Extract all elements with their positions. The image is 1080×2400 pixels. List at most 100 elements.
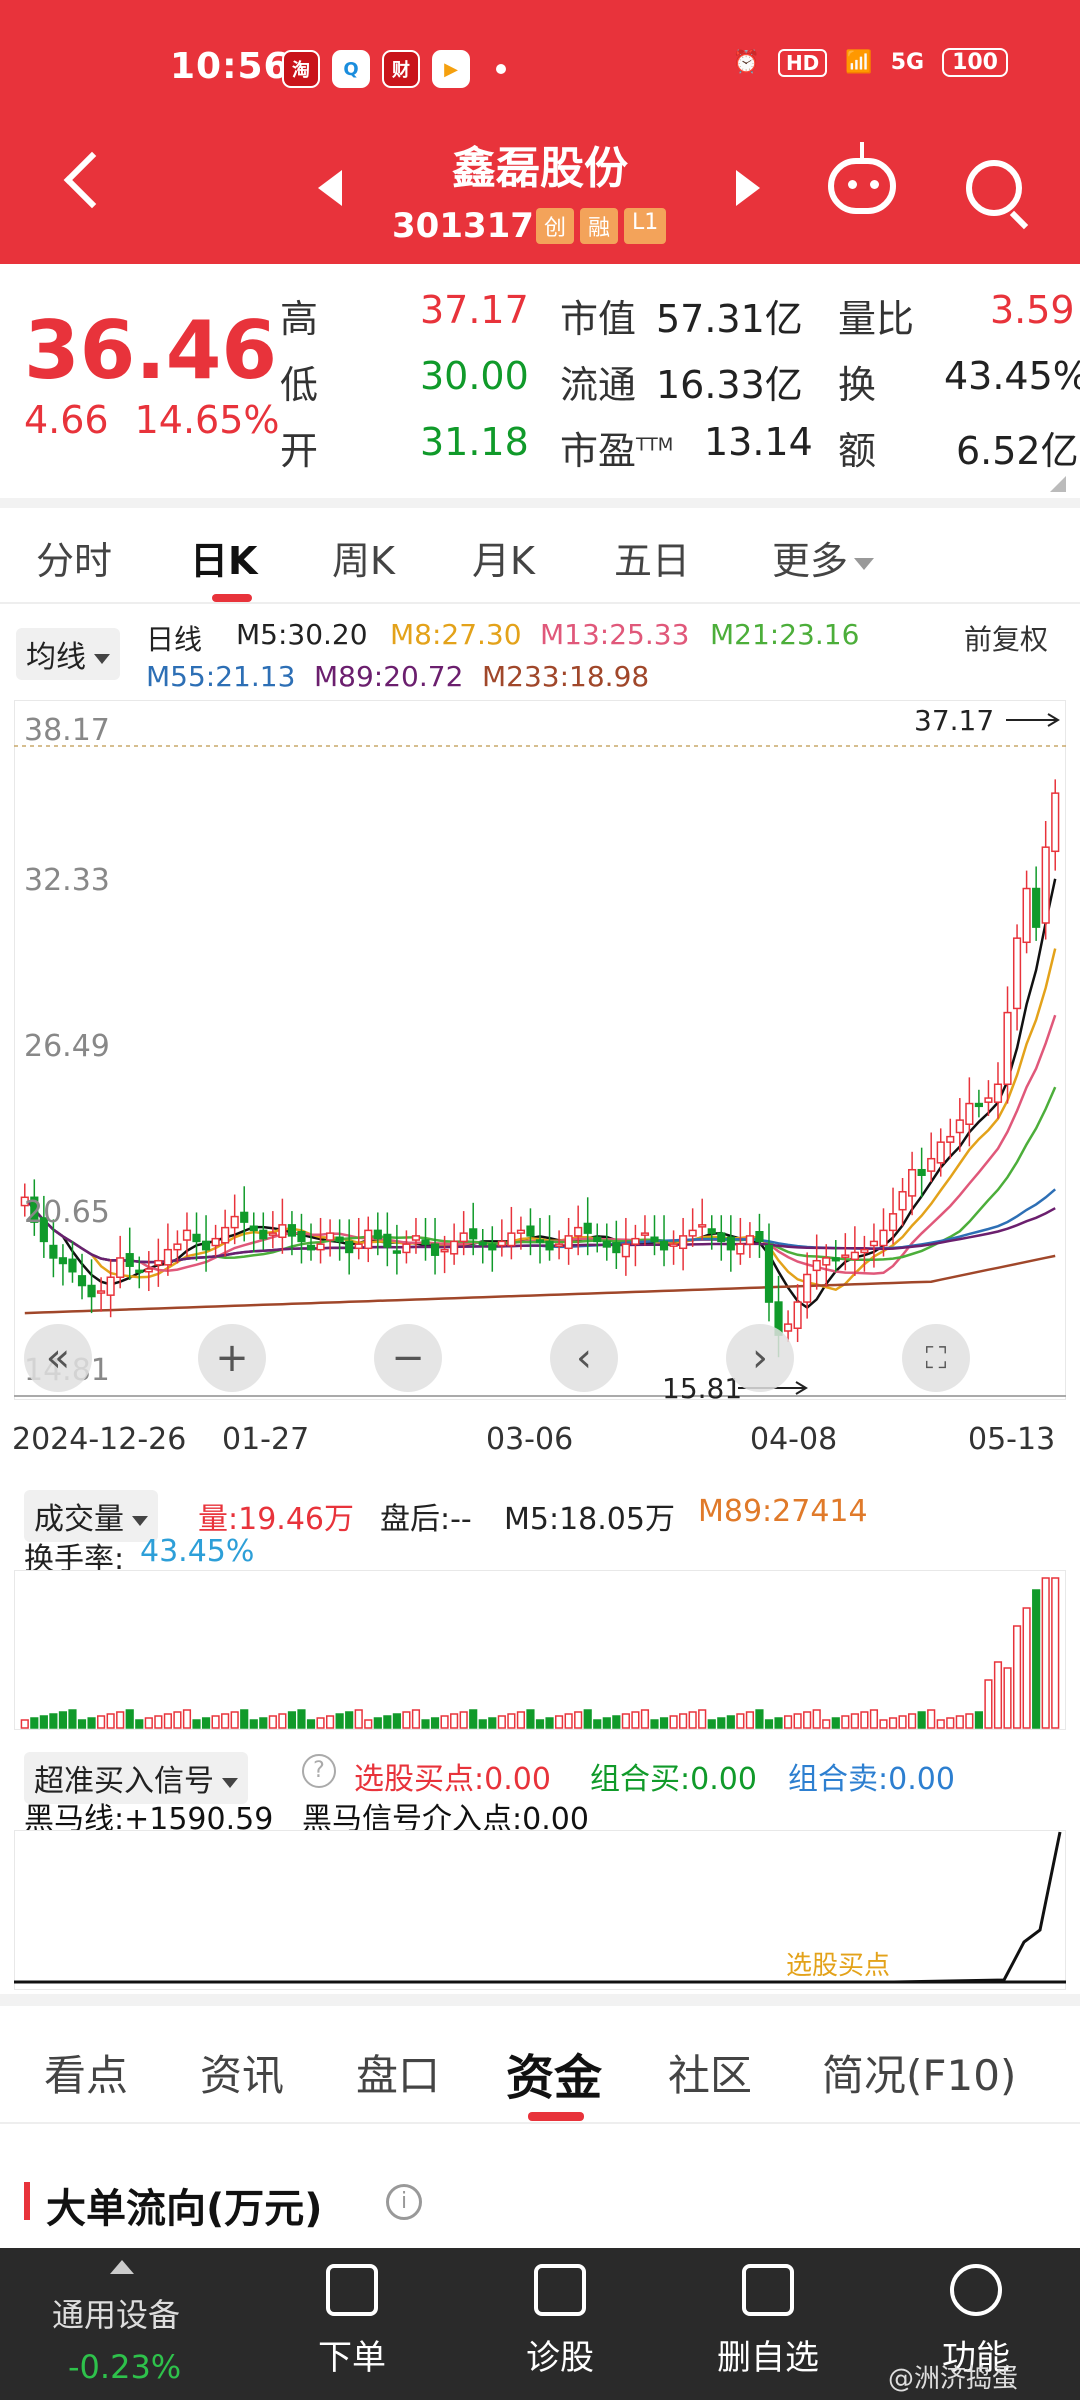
candle-body (593, 1236, 602, 1243)
tab-more[interactable]: 更多 (772, 530, 875, 585)
volume-bar (659, 1717, 669, 1729)
ma5-value: M5:30.20 (236, 618, 368, 651)
wifi-icon: 📶 (845, 50, 873, 75)
candle-body (640, 1232, 650, 1236)
scroll-left-icon[interactable]: ‹ (550, 1324, 618, 1392)
candle-body (631, 1237, 640, 1245)
candle-body (507, 1232, 516, 1247)
tab-news[interactable]: 资讯 (200, 2051, 285, 2100)
order-icon (326, 2264, 378, 2316)
candle-body (1051, 792, 1060, 853)
zoom-out-fast-icon[interactable]: « (24, 1324, 92, 1392)
functions-button[interactable]: 功能 (906, 2264, 1046, 2379)
after-hours-value: 盘后:-- (380, 1502, 472, 1537)
search-icon[interactable] (966, 160, 1022, 216)
signal-dropdown[interactable]: 超准买入信号 (24, 1752, 248, 1804)
tab-daily-k[interactable]: 日K (190, 530, 257, 602)
ma233-line (24, 1254, 1056, 1315)
volume-bar (974, 1711, 983, 1729)
notification-app-icon: 财 (382, 50, 420, 88)
candle-body (736, 1243, 745, 1255)
help-icon[interactable]: ? (302, 1754, 336, 1788)
volume-bar (335, 1713, 344, 1729)
order-button[interactable]: 下单 (282, 2264, 422, 2379)
candle-body (297, 1231, 306, 1243)
tab-community[interactable]: 社区 (668, 2051, 753, 2100)
candle-body (574, 1226, 583, 1237)
volume-bar (793, 1713, 802, 1729)
y-tick-label: 32.33 (24, 863, 110, 898)
candle-body (669, 1243, 678, 1247)
tab-intraday[interactable]: 分时 (36, 539, 113, 583)
expand-corner-icon[interactable] (1050, 476, 1066, 492)
volume-bar (1003, 1667, 1012, 1729)
volume-bar (621, 1713, 630, 1729)
robot-assistant-icon[interactable] (828, 142, 896, 214)
volume-bar (87, 1717, 96, 1729)
candle-body (965, 1102, 974, 1125)
status-bar: 10:56 淘 Q 财 ▶ ⏰ HD 📶 5G 100 (0, 40, 1080, 104)
sector-name[interactable]: 通用设备 (52, 2296, 181, 2334)
high-value: 37.17 (420, 288, 529, 332)
zoom-out-icon[interactable]: − (374, 1324, 442, 1392)
next-stock-icon[interactable] (736, 170, 760, 206)
candle-body (1032, 887, 1041, 928)
candle-body (707, 1228, 716, 1234)
volume-dropdown[interactable]: 成交量 (24, 1490, 158, 1542)
scroll-right-icon[interactable]: › (726, 1324, 794, 1392)
volume-chart[interactable] (14, 1570, 1066, 1730)
candle-body (211, 1237, 220, 1247)
volume-bar (211, 1715, 220, 1729)
x-axis-dates: 2024-12-26 01-27 03-06 04-08 05-13 (0, 1422, 1080, 1466)
remove-watchlist-button[interactable]: 删自选 (698, 2264, 838, 2379)
tab-weekly-k[interactable]: 周K (332, 539, 395, 583)
candle-body (783, 1323, 793, 1332)
combo-sell-value: 组合卖:0.00 (788, 1762, 955, 1797)
candle-body (383, 1233, 392, 1248)
zoom-in-icon[interactable]: + (198, 1324, 266, 1392)
ma21-value: M21:23.16 (710, 618, 860, 651)
candle-body (49, 1244, 58, 1259)
tab-orderbook[interactable]: 盘口 (356, 2051, 441, 2100)
candle-body (240, 1211, 249, 1223)
tab-highlights[interactable]: 看点 (44, 2051, 129, 2100)
chevron-up-icon[interactable] (110, 2260, 134, 2274)
volume-bar (240, 1709, 249, 1729)
volume-m89-value: M89:27414 (698, 1494, 868, 1529)
adjust-toggle[interactable]: 前复权 (964, 623, 1049, 656)
turnover-rate-value: 43.45% (140, 1534, 255, 1569)
candle-body (726, 1236, 735, 1251)
volume-bar (822, 1719, 831, 1729)
back-icon[interactable] (63, 151, 121, 209)
candle-body (545, 1240, 554, 1251)
volume-bar (993, 1661, 1003, 1729)
ma-dropdown[interactable]: 均线 (16, 628, 120, 680)
volume-bar (1051, 1577, 1060, 1729)
candle-body (459, 1232, 468, 1243)
tab-profile-f10[interactable]: 简况(F10) (822, 2051, 1017, 2100)
more-notifications-dot (496, 64, 506, 74)
tab-monthly-k[interactable]: 月K (472, 539, 535, 583)
stock-tags: 创 融 L1 (536, 208, 667, 244)
volume-bar (49, 1713, 58, 1729)
candle-body (201, 1240, 211, 1251)
fullscreen-icon[interactable]: ⛶ (902, 1324, 970, 1392)
diagnose-button[interactable]: 诊股 (490, 2264, 630, 2379)
candle-body (1003, 1011, 1012, 1086)
info-icon[interactable]: i (386, 2184, 422, 2220)
volume-bar (841, 1715, 850, 1729)
tab-five-day[interactable]: 五日 (614, 539, 691, 583)
tab-capital[interactable]: 资金 (506, 2038, 602, 2121)
volume-bar (259, 1717, 268, 1729)
volume-bar (783, 1715, 793, 1729)
prev-stock-icon[interactable] (318, 170, 342, 206)
volume-bar (278, 1713, 287, 1729)
candlestick-chart[interactable]: 38.17 32.33 26.49 20.65 14.81 37.17 15.8… (14, 700, 1066, 1400)
menu-circle-icon (950, 2264, 1002, 2316)
volume-bar (936, 1719, 945, 1729)
candle-body (679, 1235, 688, 1250)
candle-body (335, 1236, 344, 1243)
candle-body (822, 1257, 831, 1266)
candle-body (58, 1257, 68, 1265)
signal-chart[interactable]: 选股买点 (14, 1830, 1066, 1990)
